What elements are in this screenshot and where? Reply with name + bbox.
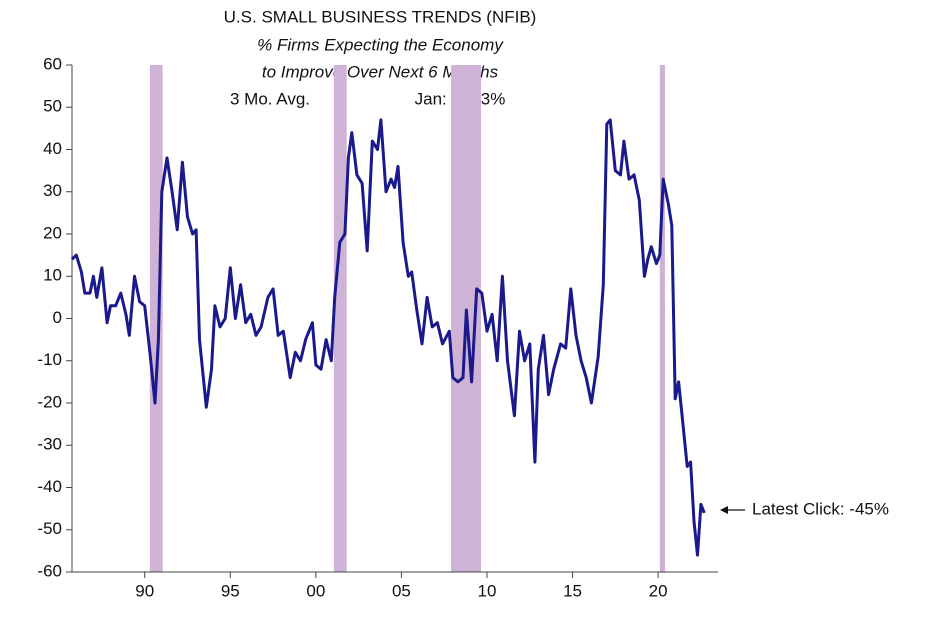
y-tick-label: 60 [43, 54, 62, 73]
annotation: Latest Click: -45% [752, 499, 889, 518]
subtitle: % Firms Expecting the Economy [257, 35, 504, 54]
series-line [70, 118, 706, 557]
x-tick-label: 00 [306, 581, 325, 600]
x-tick-label: 90 [135, 581, 154, 600]
y-tick-label: 50 [43, 97, 62, 116]
y-tick-label: -30 [37, 435, 62, 454]
chart-title: U.S. SMALL BUSINESS TRENDS (NFIB) [224, 7, 537, 26]
x-tick-label: 10 [478, 581, 497, 600]
x-tick-label: 20 [649, 581, 668, 600]
y-tick-label: 10 [43, 266, 62, 285]
y-tick-label: -50 [37, 519, 62, 538]
subtitle: to Improve Over Next 6 Months [262, 62, 499, 81]
y-tick-label: 0 [53, 308, 62, 327]
recession-band [333, 65, 347, 572]
y-tick-label: -60 [37, 561, 62, 580]
series-label: 3 Mo. Avg. [230, 89, 310, 108]
y-tick-label: -40 [37, 477, 62, 496]
y-tick-label: -10 [37, 350, 62, 369]
annotation-arrowhead [720, 506, 728, 514]
x-tick-label: 15 [563, 581, 582, 600]
recession-band [149, 65, 163, 572]
y-tick-label: 40 [43, 139, 62, 158]
recession-band [659, 65, 665, 572]
x-tick-label: 95 [221, 581, 240, 600]
y-tick-label: 30 [43, 181, 62, 200]
y-tick-label: -20 [37, 392, 62, 411]
x-tick-label: 05 [392, 581, 411, 600]
y-tick-label: 20 [43, 223, 62, 242]
